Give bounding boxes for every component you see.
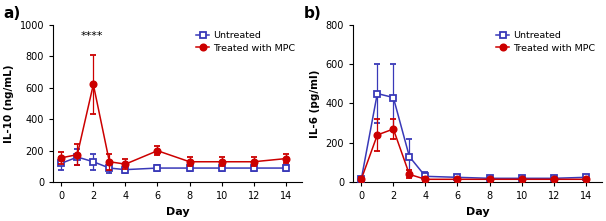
Text: b): b) bbox=[304, 6, 321, 21]
X-axis label: Day: Day bbox=[165, 207, 189, 217]
Legend: Untreated, Treated with MPC: Untreated, Treated with MPC bbox=[492, 27, 599, 56]
X-axis label: Day: Day bbox=[466, 207, 490, 217]
Text: a): a) bbox=[4, 6, 21, 21]
Text: ****: **** bbox=[81, 31, 103, 41]
Y-axis label: IL-6 (pg/ml): IL-6 (pg/ml) bbox=[310, 69, 320, 138]
Legend: Untreated, Treated with MPC: Untreated, Treated with MPC bbox=[192, 27, 299, 56]
Y-axis label: IL-10 (ng/mL): IL-10 (ng/mL) bbox=[4, 64, 14, 143]
